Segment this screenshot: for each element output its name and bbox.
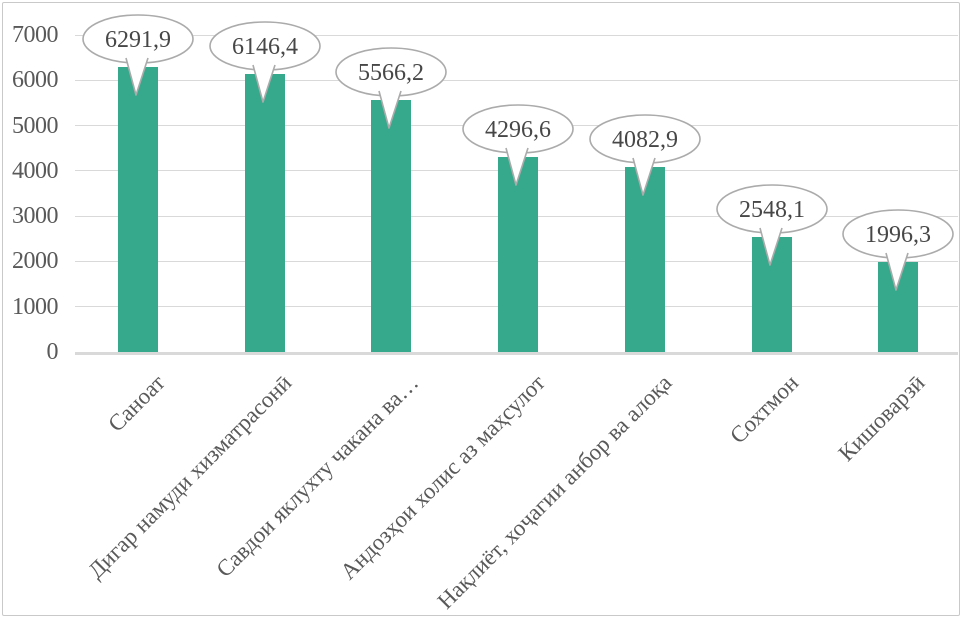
data-label-value: 6146,4 xyxy=(232,34,298,60)
chart-bar[interactable] xyxy=(624,167,665,352)
y-axis-tick-label: 1000 xyxy=(12,293,59,320)
data-label-callout[interactable]: 1996,3 xyxy=(838,208,958,296)
y-axis-tick-label: 7000 xyxy=(12,22,59,48)
gridline xyxy=(75,34,958,36)
callout-tail xyxy=(505,148,529,187)
callout-tail xyxy=(251,64,276,103)
chart-frame-border xyxy=(2,2,960,616)
callout-tail xyxy=(758,227,783,266)
x-axis-line xyxy=(75,352,958,355)
callout-tail xyxy=(125,57,149,96)
gridline xyxy=(75,79,958,81)
y-axis-tick-label: 5000 xyxy=(12,112,59,139)
callout-tail xyxy=(632,157,656,196)
data-label-callout[interactable]: 6291,9 xyxy=(78,13,198,101)
data-label-value: 2548,1 xyxy=(739,197,805,223)
data-label-callout[interactable]: 5566,2 xyxy=(331,46,451,134)
data-label-value: 6291,9 xyxy=(105,27,171,53)
data-label-value: 5566,2 xyxy=(358,60,424,86)
data-label-value: 1996,3 xyxy=(865,222,931,248)
chart-bar[interactable] xyxy=(371,99,412,352)
y-axis-tick-label: 4000 xyxy=(12,157,59,184)
chart-bar[interactable] xyxy=(498,157,539,352)
data-label-callout[interactable]: 6146,4 xyxy=(205,20,325,108)
y-axis-tick-label: 6000 xyxy=(12,67,59,94)
data-label-callout[interactable]: 2548,1 xyxy=(712,183,832,271)
callout-tail xyxy=(885,252,909,291)
y-axis-tick-label: 0 xyxy=(46,339,59,365)
callout-tail xyxy=(378,90,403,129)
data-label-callout[interactable]: 4296,6 xyxy=(458,103,578,191)
y-axis-tick-label: 3000 xyxy=(12,203,59,230)
data-label-value: 4082,9 xyxy=(612,127,678,153)
data-label-callout[interactable]: 4082,9 xyxy=(585,113,705,201)
chart-bar[interactable] xyxy=(244,73,285,352)
chart-bar[interactable] xyxy=(118,67,158,352)
data-label-value: 4296,6 xyxy=(485,117,551,143)
y-axis-tick-label: 2000 xyxy=(12,248,59,275)
